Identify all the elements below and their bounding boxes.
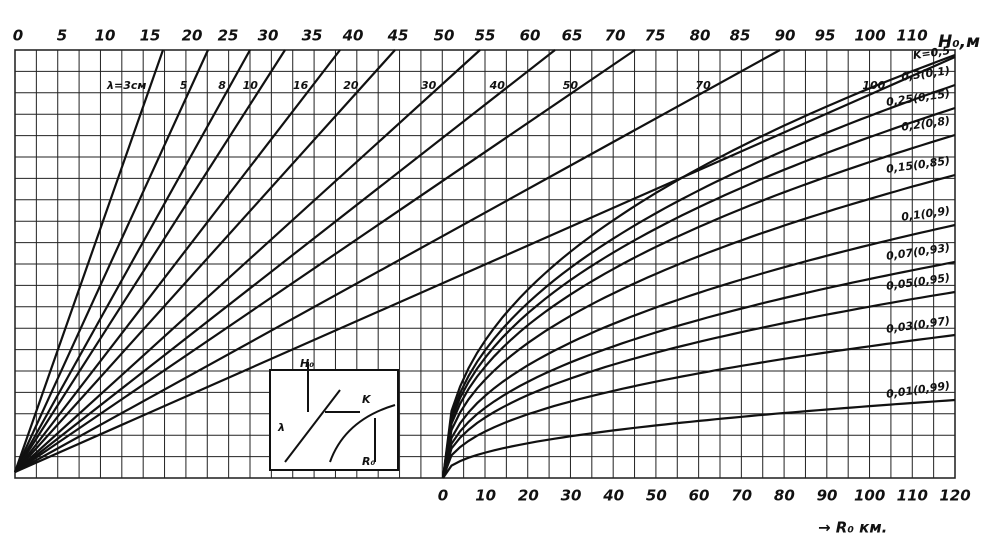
k-label: 0,01(0,99): [885, 379, 951, 401]
curves: [13, 49, 956, 479]
top-tick-label: 5: [57, 27, 67, 45]
inset-curve: [329, 404, 396, 463]
bottom-axis-title: → R₀ км.: [818, 519, 887, 537]
k-label: 0,2(0,8): [900, 114, 950, 134]
bottom-tick-label: 20: [518, 487, 539, 505]
top-tick-label: 95: [815, 27, 836, 45]
k-curve: [441, 333, 956, 479]
wavelength-line: [13, 49, 165, 473]
inset-h-label: H₀: [300, 357, 314, 370]
wavelength-label: 8: [218, 79, 226, 92]
wavelength-line: [14, 49, 481, 473]
k-curve: [441, 53, 956, 479]
k-curve: [441, 133, 956, 479]
grid: [14, 49, 956, 479]
top-tick-label: 10: [95, 27, 116, 45]
top-tick-label: 70: [605, 27, 626, 45]
k-curve: [441, 83, 956, 479]
top-tick-label: 50: [434, 27, 455, 45]
k-label: 0,03(0,97): [885, 314, 951, 336]
k-curve: [441, 106, 956, 479]
top-tick-label: 30: [258, 27, 279, 45]
inset-r-label: R₀: [362, 455, 375, 468]
wavelength-label: 40: [489, 79, 506, 92]
bottom-tick-label: 40: [602, 487, 624, 505]
wavelength-line: [14, 49, 781, 473]
wavelength-label: 5: [180, 79, 188, 92]
bottom-tick-label: 30: [561, 487, 582, 505]
wavelength-line: [14, 49, 396, 473]
bottom-tick-label: 70: [731, 487, 752, 505]
k-curve: [442, 398, 956, 479]
wavelength-line: [13, 49, 210, 473]
wavelength-label: 30: [421, 79, 437, 92]
top-tick-label: 0: [13, 27, 23, 45]
wavelength-label: 70: [695, 79, 711, 92]
top-tick-label: 60: [520, 27, 541, 45]
wavelength-label: 50: [563, 79, 579, 92]
top-tick-label: 90: [775, 27, 796, 45]
top-tick-label: 35: [302, 27, 323, 45]
k-curve: [441, 290, 956, 479]
top-tick-label: 110: [896, 27, 927, 45]
bottom-tick-label: 10: [475, 487, 496, 505]
k-label: 0,07(0,93): [885, 241, 951, 263]
top-tick-label: 25: [218, 27, 239, 45]
wavelength-line: [14, 49, 636, 473]
inset: H₀ λ K R₀: [269, 357, 399, 471]
bottom-tick-label: 110: [897, 487, 928, 505]
inset-k-label: K: [362, 393, 372, 406]
wavelength-line: [14, 49, 251, 473]
k-curve: [441, 260, 956, 479]
inset-line: [284, 389, 341, 463]
k-label: 0,3(0,1): [900, 64, 950, 84]
top-tick-label: 55: [475, 27, 496, 45]
bottom-tick-label: 0: [438, 487, 448, 505]
wavelength-line: [14, 55, 956, 474]
top-tick-label: 75: [645, 27, 666, 45]
top-tick-label: 65: [562, 27, 583, 45]
wavelength-line: [14, 49, 286, 473]
k-label: K=0,5: [912, 44, 951, 62]
bottom-tick-label: 60: [689, 487, 710, 505]
top-tick-label: 45: [387, 27, 409, 45]
top-tick-label: 40: [342, 27, 364, 45]
wavelength-label: 100: [862, 79, 885, 92]
wavelength-line: [14, 49, 341, 473]
wavelength-label: 16: [293, 79, 309, 92]
top-tick-label: 15: [140, 27, 161, 45]
inset-lambda-label: λ: [277, 421, 285, 434]
k-curve: [441, 223, 956, 479]
k-curve: [441, 173, 956, 479]
bottom-tick-label: 90: [817, 487, 838, 505]
top-tick-label: 100: [854, 27, 885, 45]
top-tick-label: 80: [690, 27, 711, 45]
wavelength-label: 20: [343, 79, 359, 92]
bottom-tick-label: 100: [854, 487, 885, 505]
wavelength-label: 10: [243, 79, 259, 92]
top-tick-label: 85: [730, 27, 751, 45]
top-tick-label: 20: [182, 27, 203, 45]
bottom-tick-label: 50: [646, 487, 667, 505]
k-label: 0,25(0,15): [885, 87, 951, 109]
bottom-tick-label: 80: [774, 487, 795, 505]
top-axis-title: H₀,м: [938, 32, 980, 52]
wavelength-line: [14, 49, 556, 473]
wavelength-label: λ=3см: [106, 79, 146, 92]
bottom-tick-label: 120: [939, 487, 970, 505]
